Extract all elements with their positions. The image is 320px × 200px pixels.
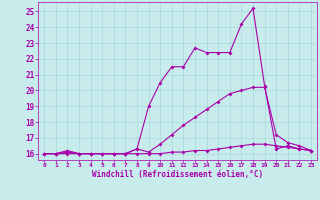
X-axis label: Windchill (Refroidissement éolien,°C): Windchill (Refroidissement éolien,°C) [92,170,263,179]
